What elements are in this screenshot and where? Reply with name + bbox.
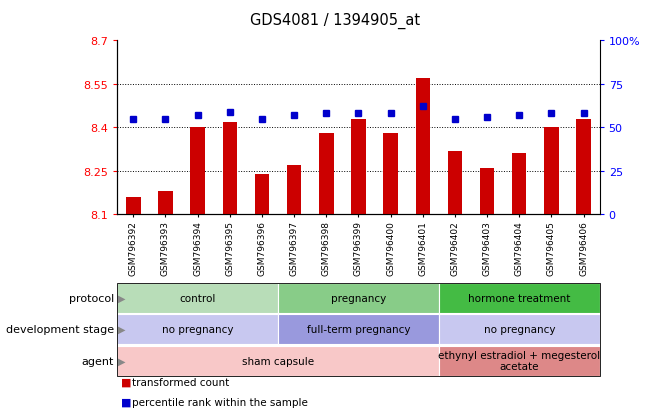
- Text: transformed count: transformed count: [132, 377, 229, 387]
- Bar: [383, 134, 398, 215]
- Text: no pregnancy: no pregnancy: [484, 324, 555, 335]
- Text: GDS4081 / 1394905_at: GDS4081 / 1394905_at: [250, 12, 420, 28]
- Text: pregnancy: pregnancy: [331, 293, 386, 303]
- Bar: [255, 174, 269, 215]
- Text: ethynyl estradiol + megesterol
acetate: ethynyl estradiol + megesterol acetate: [438, 350, 600, 372]
- Bar: [158, 192, 173, 215]
- Text: percentile rank within the sample: percentile rank within the sample: [132, 397, 308, 407]
- Text: ▶: ▶: [118, 356, 125, 366]
- Bar: [190, 128, 205, 215]
- Bar: [222, 122, 237, 215]
- Text: hormone treatment: hormone treatment: [468, 293, 570, 303]
- Bar: [512, 154, 527, 215]
- Bar: [576, 119, 591, 215]
- Bar: [351, 119, 366, 215]
- Bar: [544, 128, 559, 215]
- Text: control: control: [180, 293, 216, 303]
- Text: ▶: ▶: [118, 293, 125, 303]
- Text: no pregnancy: no pregnancy: [162, 324, 233, 335]
- Text: sham capsule: sham capsule: [242, 356, 314, 366]
- Text: ■: ■: [121, 397, 131, 407]
- Bar: [448, 151, 462, 215]
- Text: development stage: development stage: [6, 324, 114, 335]
- Bar: [126, 197, 141, 215]
- Text: ■: ■: [121, 377, 131, 387]
- Bar: [319, 134, 334, 215]
- Text: ▶: ▶: [118, 324, 125, 335]
- Bar: [415, 79, 430, 215]
- Bar: [480, 169, 494, 215]
- Text: agent: agent: [82, 356, 114, 366]
- Text: full-term pregnancy: full-term pregnancy: [307, 324, 410, 335]
- Text: protocol: protocol: [68, 293, 114, 303]
- Bar: [287, 166, 302, 215]
